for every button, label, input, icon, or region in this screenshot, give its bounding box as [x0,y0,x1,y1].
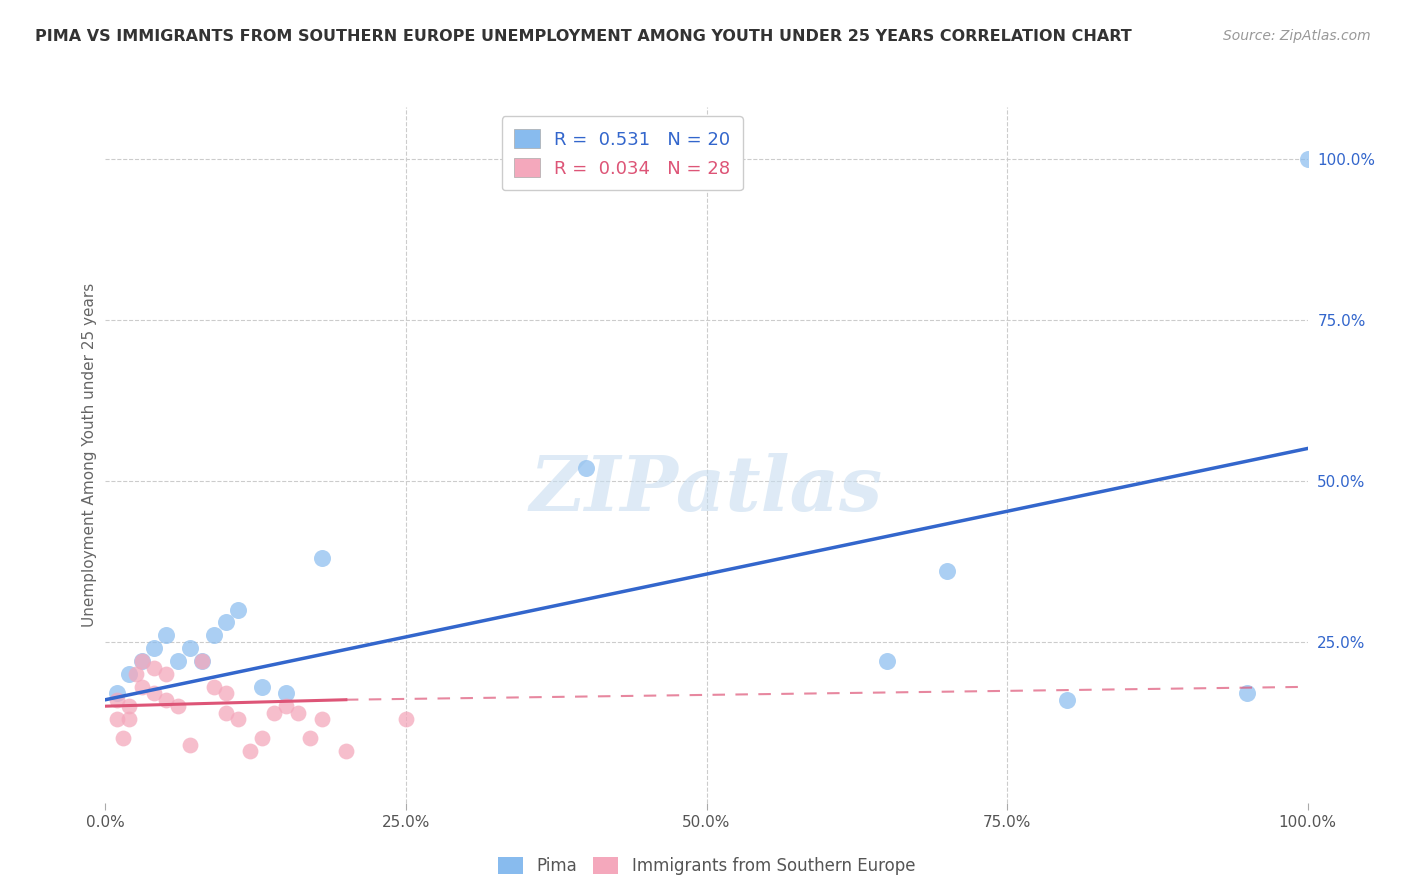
Point [131,680,153,694]
Point [214,686,236,700]
Point [179,641,201,656]
Point [190,654,212,668]
Point [107,712,129,726]
Point [226,712,249,726]
Point [112,731,135,746]
Point [298,731,321,746]
Point [214,706,236,720]
Point [274,699,297,714]
Point [202,628,225,642]
Point [166,654,188,668]
Point [179,738,201,752]
Text: Source: ZipAtlas.com: Source: ZipAtlas.com [1223,29,1371,43]
Point [107,686,129,700]
Y-axis label: Unemployment Among Youth under 25 years: Unemployment Among Youth under 25 years [82,283,97,627]
Point [142,641,165,656]
Point [131,654,153,668]
Point [118,699,141,714]
Point [274,686,297,700]
Point [575,460,598,475]
Point [395,712,418,726]
Point [155,667,177,681]
Point [131,654,153,668]
Point [287,706,309,720]
Point [1296,152,1319,166]
Point [263,706,285,720]
Point [311,551,333,566]
Text: ZIPatlas: ZIPatlas [530,453,883,526]
Point [250,731,273,746]
Point [239,744,262,758]
Point [936,564,959,578]
Point [142,686,165,700]
Point [107,692,129,706]
Point [166,699,188,714]
Point [118,712,141,726]
Point [190,654,212,668]
Point [142,660,165,674]
Point [155,628,177,642]
Point [1236,686,1258,700]
Text: PIMA VS IMMIGRANTS FROM SOUTHERN EUROPE UNEMPLOYMENT AMONG YOUTH UNDER 25 YEARS : PIMA VS IMMIGRANTS FROM SOUTHERN EUROPE … [35,29,1132,44]
Point [250,680,273,694]
Point [226,602,249,616]
Point [335,744,357,758]
Legend: Pima, Immigrants from Southern Europe: Pima, Immigrants from Southern Europe [488,847,925,885]
Point [311,712,333,726]
Point [876,654,898,668]
Point [155,692,177,706]
Point [1056,692,1078,706]
Point [124,667,146,681]
Point [214,615,236,630]
Point [118,667,141,681]
Point [202,680,225,694]
